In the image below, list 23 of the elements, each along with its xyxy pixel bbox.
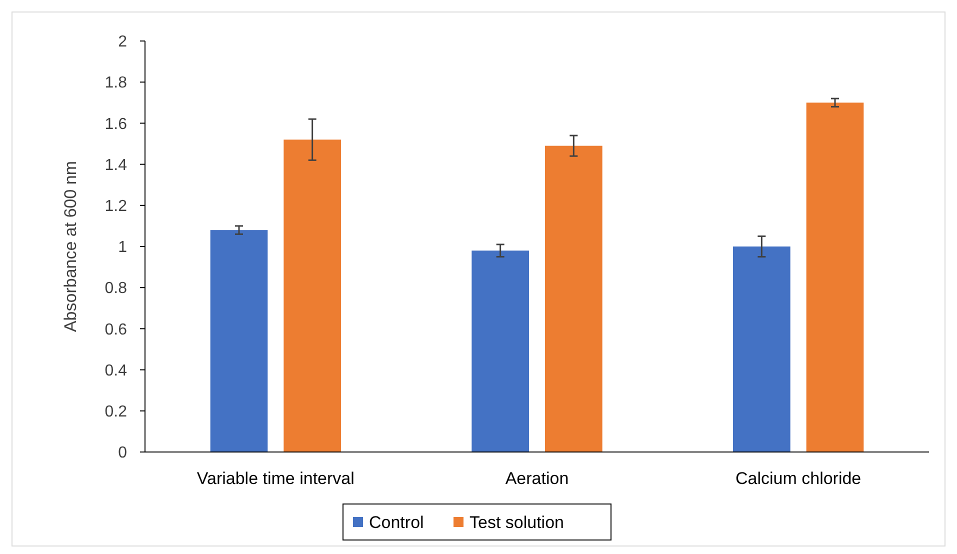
y-tick-label: 1.2 [104,198,128,215]
y-axis-title: Absorbance at 600 nm [61,160,80,332]
x-tick-label: Calcium chloride [735,469,862,488]
legend-label: Test solution [470,512,564,532]
y-tick-label: 0.2 [104,404,128,420]
y-tick-label: 1.8 [104,74,128,92]
y-tick-label: 0.8 [104,280,128,298]
y-tick-label: 1 [118,239,128,256]
y-tick-label: 0.4 [104,362,128,380]
legend-label: Control [369,512,424,532]
y-tick-label: 0.6 [104,321,128,338]
y-tick-label: 1.4 [104,156,128,174]
y-tick-label: 1.6 [104,116,128,133]
y-tick-label: 0 [118,444,128,462]
bar [472,250,529,452]
bar [733,246,790,452]
bar [284,140,341,452]
y-tick-label: 2 [118,34,128,51]
bar [806,102,864,452]
x-tick-label: Aeration [505,469,569,488]
x-tick-label: Variable time interval [196,469,354,488]
bar [210,230,268,452]
bar [545,146,602,452]
